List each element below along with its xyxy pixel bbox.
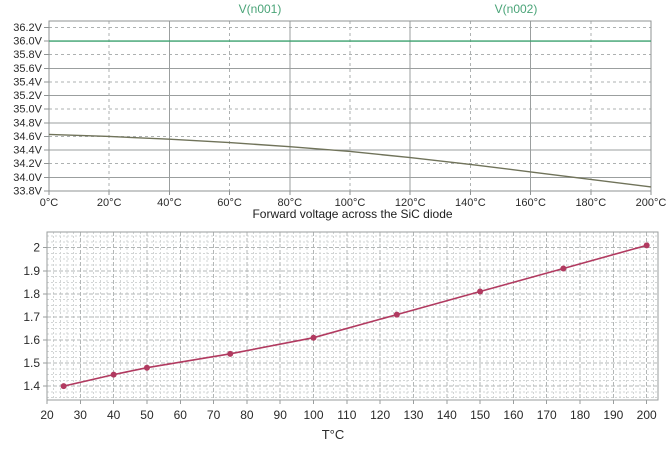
trace-vn001 [48, 133, 652, 188]
trace-label-vn002: V(n002) [494, 2, 538, 16]
y-tick-label: 1.5 [23, 356, 40, 370]
x-axis-title: T°C [321, 427, 345, 442]
y-tick-label: 34.6V [13, 131, 42, 143]
x-tick-label: 110 [337, 408, 356, 422]
y-tick-label: 36.2V [13, 22, 42, 34]
bottom-plot-frame [46, 231, 659, 401]
data-point-marker [310, 334, 317, 341]
y-tick-label: 1.6 [23, 333, 40, 347]
x-tick-label: 200°C [636, 197, 667, 209]
data-point-marker [477, 288, 484, 295]
x-tick-label: 200 [637, 408, 657, 422]
x-tick-label: 160 [503, 408, 523, 422]
data-point-marker [60, 383, 67, 390]
x-tick-label: 40 [107, 408, 121, 422]
data-point-marker [227, 350, 234, 357]
y-tick-label: 2 [33, 241, 40, 255]
x-tick-label: 130 [403, 408, 423, 422]
x-tick-label: 120°C [395, 197, 426, 209]
y-tick-label: 33.8V [13, 186, 42, 198]
y-tick-label: 1.8 [23, 287, 40, 301]
x-tick-label: 20 [40, 408, 54, 422]
y-tick-label: 35.0V [13, 104, 42, 116]
x-tick-label: 20°C [97, 197, 122, 209]
data-point-marker [143, 364, 150, 371]
x-tick-label: 180 [570, 408, 590, 422]
y-tick-label: 35.8V [13, 49, 42, 61]
y-tick-label: 34.0V [13, 172, 42, 184]
y-tick-label: 34.4V [13, 145, 42, 157]
trace-label-vn001: V(n001) [238, 2, 282, 16]
x-tick-label: 140 [437, 408, 457, 422]
y-tick-label: 35.2V [13, 90, 42, 102]
data-point-marker [110, 371, 117, 378]
x-tick-label: 120 [370, 408, 390, 422]
x-tick-label: 70 [207, 408, 221, 422]
data-point-marker [560, 265, 567, 272]
y-tick-label: 1.7 [23, 310, 40, 324]
y-tick-label: 34.2V [13, 158, 42, 170]
y-tick-label: 35.4V [13, 76, 42, 88]
x-tick-label: 140°C [455, 197, 486, 209]
y-tick-label: 35.6V [13, 63, 42, 75]
x-tick-label: 180°C [575, 197, 606, 209]
x-tick-label: 190 [603, 408, 623, 422]
x-tick-label: 0°C [40, 197, 59, 209]
data-point-marker [393, 311, 400, 318]
x-tick-label: 150 [470, 408, 490, 422]
x-tick-label: 100°C [335, 197, 366, 209]
data-point-marker [643, 242, 650, 249]
x-tick-label: 170 [537, 408, 557, 422]
x-tick-label: 30 [74, 408, 88, 422]
x-tick-label: 40°C [157, 197, 182, 209]
y-tick-label: 1.9 [23, 264, 40, 278]
y-tick-label: 36.0V [13, 36, 42, 48]
x-tick-label: 50 [140, 408, 154, 422]
x-tick-label: 60°C [217, 197, 242, 209]
x-tick-label: 90 [274, 408, 288, 422]
y-tick-label: 34.8V [13, 117, 42, 129]
x-tick-label: 100 [304, 408, 324, 422]
x-tick-label: 80 [240, 408, 254, 422]
y-tick-label: 1.4 [23, 379, 40, 393]
x-tick-label: 80°C [278, 197, 303, 209]
x-tick-label: 60 [174, 408, 188, 422]
x-tick-label: 160°C [515, 197, 546, 209]
forward-voltage-line [63, 244, 647, 387]
bottom-chart-title: Forward voltage across the SiC diode [252, 207, 453, 221]
